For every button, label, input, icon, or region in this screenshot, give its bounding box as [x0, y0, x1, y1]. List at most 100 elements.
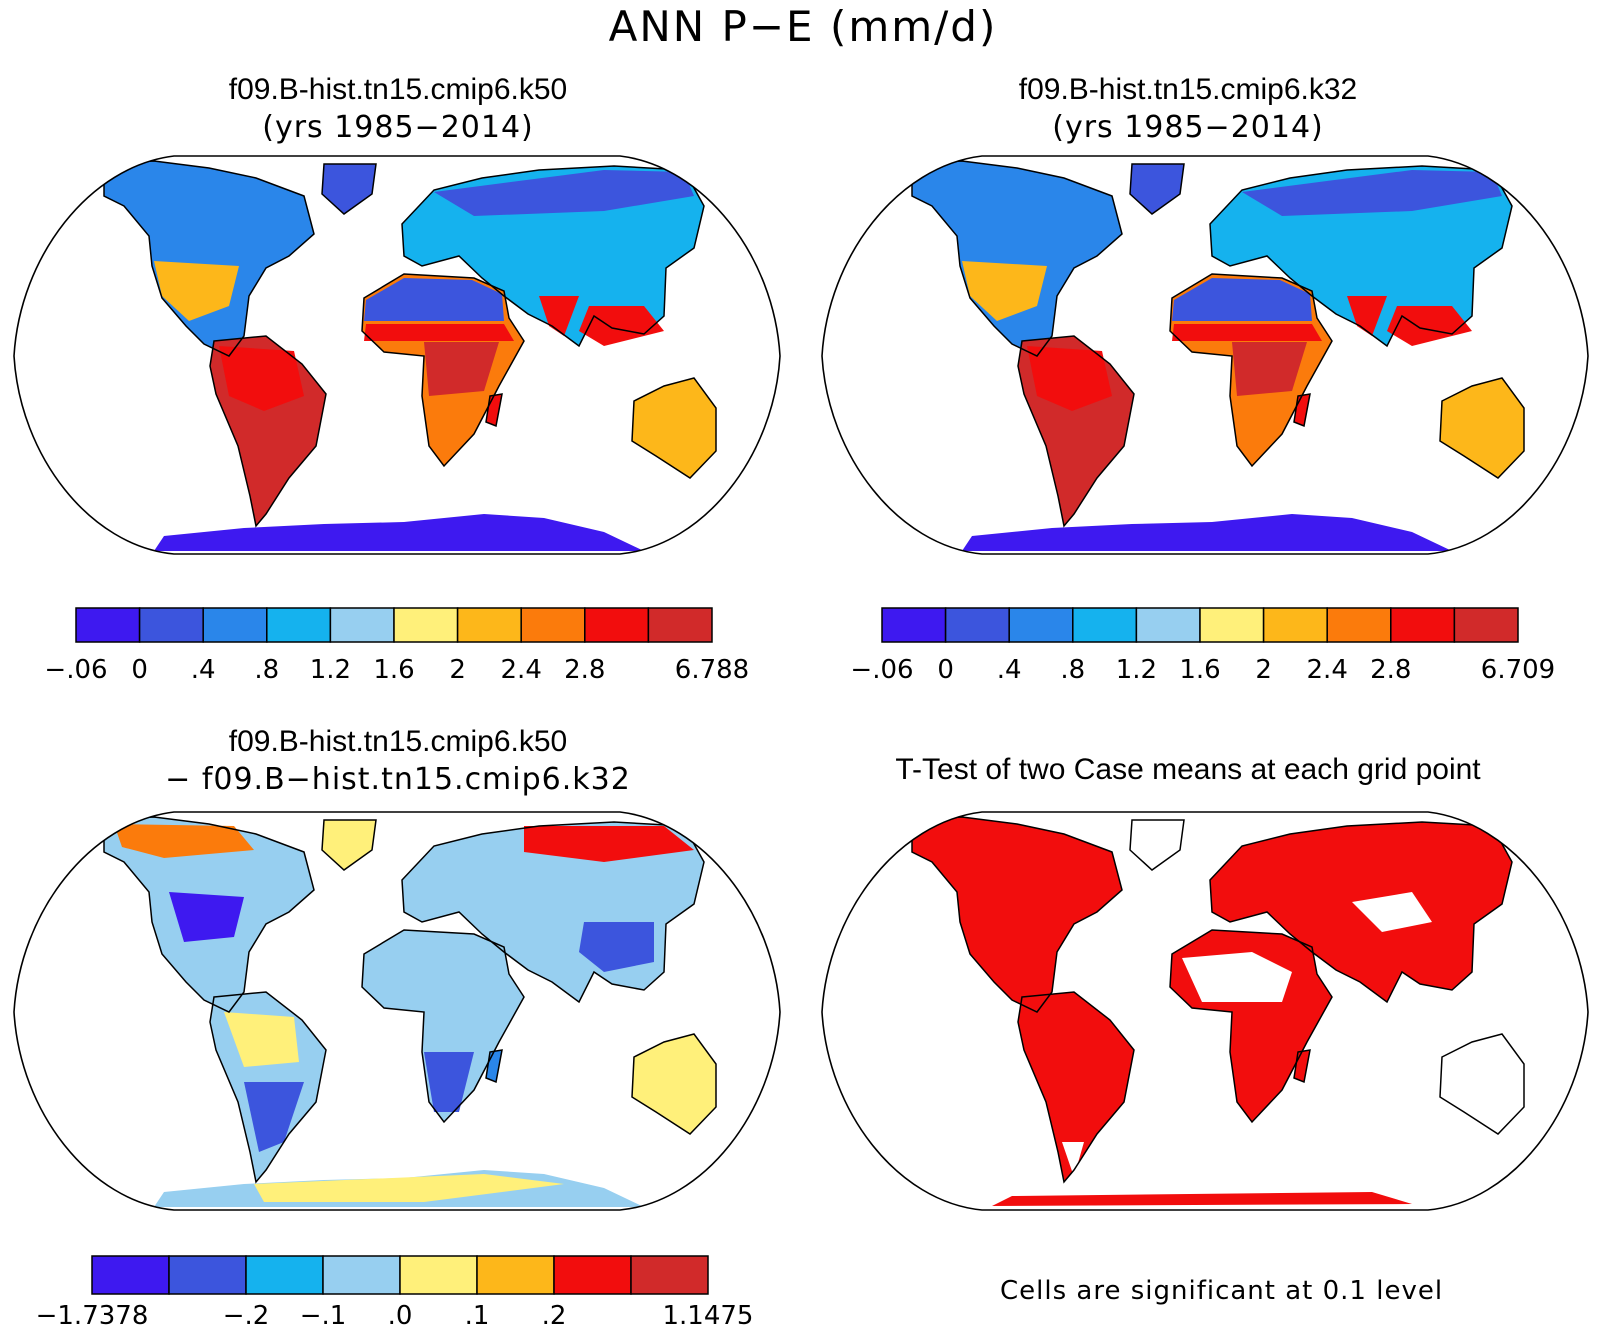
- map-frame: [13, 811, 781, 1211]
- colorbar-tick-label: −.2: [223, 1301, 270, 1327]
- colorbar-swatch: [1326, 607, 1392, 643]
- coastline-south-america: [209, 991, 327, 1184]
- colorbar-tick-label: 2: [449, 655, 466, 685]
- panel-4-title-line1: T-Test of two Case means at each grid po…: [895, 753, 1481, 786]
- coastline-africa: [361, 273, 525, 468]
- coastline-greenland: [1129, 819, 1185, 871]
- colorbar-swatch: [322, 1255, 401, 1295]
- colorbar-swatch: [553, 1255, 632, 1295]
- coastline-greenland: [321, 163, 377, 215]
- colorbar-tick-label: .4: [997, 655, 1022, 685]
- continent-greenland: [322, 164, 376, 214]
- region-patagonia-white: [1062, 1142, 1084, 1177]
- colorbar-tick-label: 2.8: [1370, 655, 1411, 685]
- region-amazon: [1027, 346, 1112, 411]
- colorbar-tick-label: .2: [542, 1301, 567, 1327]
- colorbar-swatch: [456, 607, 522, 643]
- coastline-australia: [631, 377, 717, 479]
- colorbar-swatch: [266, 607, 332, 643]
- colorbar-tick-label: −.06: [850, 655, 913, 685]
- colorbar-swatch: [1390, 607, 1456, 643]
- colorbar-tick-label: 6.709: [1481, 655, 1555, 685]
- continent-greenland: [1130, 164, 1184, 214]
- coastline-australia: [1439, 377, 1525, 479]
- continent-antarctica: [154, 514, 644, 551]
- colorbar-swatch: [329, 607, 395, 643]
- colorbar-swatch: [399, 1255, 478, 1295]
- panel-1-title-line2: (yrs 1985−2014): [262, 110, 534, 145]
- coastline-australia: [1439, 1033, 1525, 1135]
- coastline-greenland: [1129, 163, 1185, 215]
- region-amazon: [219, 346, 304, 411]
- region-sahara-white: [1182, 952, 1292, 1002]
- colorbar-swatch: [476, 1255, 555, 1295]
- continent-north-america: [104, 161, 314, 356]
- colorbar-tick-label: 1.6: [373, 655, 414, 685]
- colorbar-tick-label: .4: [191, 655, 216, 685]
- colorbar-swatch: [202, 607, 268, 643]
- coastline-australia: [631, 1033, 717, 1135]
- region-se-asia: [1387, 306, 1472, 346]
- coastline-south-america: [1017, 991, 1135, 1184]
- colorbar-swatch: [1135, 607, 1201, 643]
- figure-title: ANN P−E (mm/d): [608, 2, 998, 51]
- region-sa-south-blue: [244, 1082, 304, 1152]
- colorbar-swatch: [168, 1255, 247, 1295]
- region-africa-south-blue: [424, 1052, 474, 1112]
- colorbar-swatch: [630, 1255, 709, 1295]
- coastline-madagascar: [485, 393, 503, 428]
- region-india: [1347, 296, 1387, 336]
- continent-australia: [632, 378, 716, 478]
- continent-greenland: [322, 820, 376, 870]
- coastline-greenland: [321, 819, 377, 871]
- colorbar-tick-label: 0: [131, 655, 148, 685]
- coastline-eurasia: [401, 165, 705, 348]
- colorbar-tick-label: .8: [1060, 655, 1085, 685]
- colorbar-tick-label: 1.2: [1116, 655, 1157, 685]
- coastline-south-america: [209, 335, 327, 528]
- region-arctic-rim: [1242, 170, 1502, 216]
- panel-3-title-line1: f09.B-hist.tn15.cmip6.k50: [228, 725, 568, 758]
- colorbar-tick-label: 2.4: [1307, 655, 1348, 685]
- continent-australia: [1440, 378, 1524, 478]
- colorbar-tick-label: −.06: [44, 655, 107, 685]
- colorbar-swatch: [245, 1255, 324, 1295]
- region-sahel: [364, 324, 514, 341]
- colorbar-swatch: [91, 1255, 170, 1295]
- region-arctic-rim: [434, 170, 694, 216]
- continent-antarctica: [962, 514, 1452, 551]
- region-ant-yellow: [254, 1174, 564, 1202]
- colorbar-swatch: [881, 607, 947, 643]
- continent-greenland: [1130, 820, 1184, 870]
- region-india: [539, 296, 579, 336]
- panel-1-title-line1: f09.B-hist.tn15.cmip6.k50: [228, 73, 568, 106]
- colorbar-swatch: [138, 607, 204, 643]
- continent-africa: [362, 930, 524, 1122]
- colorbar-tick-label: .0: [388, 1301, 413, 1327]
- colorbar-swatch: [1072, 607, 1138, 643]
- coastline-africa: [1169, 929, 1333, 1124]
- coastline-madagascar: [485, 1049, 503, 1084]
- coastline-north-america: [911, 160, 1123, 357]
- region-siberia-red: [524, 826, 694, 862]
- continent-south-america: [1018, 992, 1134, 1182]
- coastline-africa: [361, 929, 525, 1124]
- panel-2-title: f09.B-hist.tn15.cmip6.k32 (yrs 1985−2014…: [790, 72, 1586, 148]
- colorbar-swatch: [1199, 607, 1265, 643]
- colorbar-2: −.06 0 .4 .8 1.2 1.6 2 2.4 2.8 6.709: [850, 607, 1555, 685]
- colorbar-swatch: [1262, 607, 1328, 643]
- colorbar-tick-label: −.1: [300, 1301, 347, 1327]
- coastline-madagascar: [1293, 1049, 1311, 1084]
- coastline-north-america: [103, 160, 315, 357]
- region-amazon-yellow: [224, 1012, 299, 1067]
- coastline-north-america: [911, 816, 1123, 1013]
- coastline-africa: [1169, 273, 1333, 468]
- region-se-asia: [579, 306, 664, 346]
- region-congo: [424, 342, 499, 396]
- coastline-north-america: [103, 816, 315, 1013]
- continent-australia: [632, 1034, 716, 1134]
- colorbar-swatch: [1008, 607, 1074, 643]
- colorbar-tick-label: 1.2: [310, 655, 351, 685]
- map-panel-1: [13, 155, 781, 555]
- continent-north-america: [912, 161, 1122, 356]
